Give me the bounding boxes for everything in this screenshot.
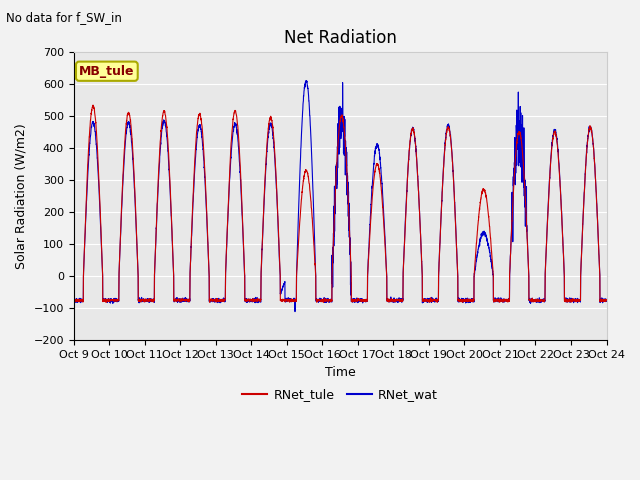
RNet_wat: [321, 299, 328, 304]
RNet_tule: [89, 102, 97, 108]
RNet_wat: [430, 298, 438, 304]
X-axis label: Time: Time: [324, 366, 355, 379]
Line: RNet_tule: RNet_tule: [74, 105, 606, 302]
RNet_wat: [602, 299, 610, 304]
RNet_wat: [302, 78, 310, 84]
Legend: RNet_tule, RNet_wat: RNet_tule, RNet_wat: [237, 384, 443, 407]
RNet_tule: [321, 298, 328, 304]
RNet_tule: [70, 297, 77, 303]
RNet_wat: [166, 174, 173, 180]
Y-axis label: Solar Radiation (W/m2): Solar Radiation (W/m2): [15, 123, 28, 269]
RNet_wat: [291, 309, 299, 314]
RNet_tule: [490, 299, 497, 305]
Line: RNet_wat: RNet_wat: [74, 81, 606, 312]
Text: MB_tule: MB_tule: [79, 65, 134, 78]
RNet_tule: [602, 297, 610, 302]
RNet_wat: [490, 299, 497, 305]
RNet_tule: [102, 300, 110, 305]
RNet_tule: [602, 298, 610, 303]
RNet_tule: [460, 298, 467, 304]
RNet_wat: [70, 298, 77, 303]
Title: Net Radiation: Net Radiation: [284, 29, 397, 48]
RNet_wat: [460, 298, 467, 303]
RNet_wat: [602, 298, 610, 304]
Text: No data for f_SW_in: No data for f_SW_in: [6, 11, 122, 24]
RNet_tule: [430, 297, 438, 303]
RNet_tule: [166, 174, 173, 180]
